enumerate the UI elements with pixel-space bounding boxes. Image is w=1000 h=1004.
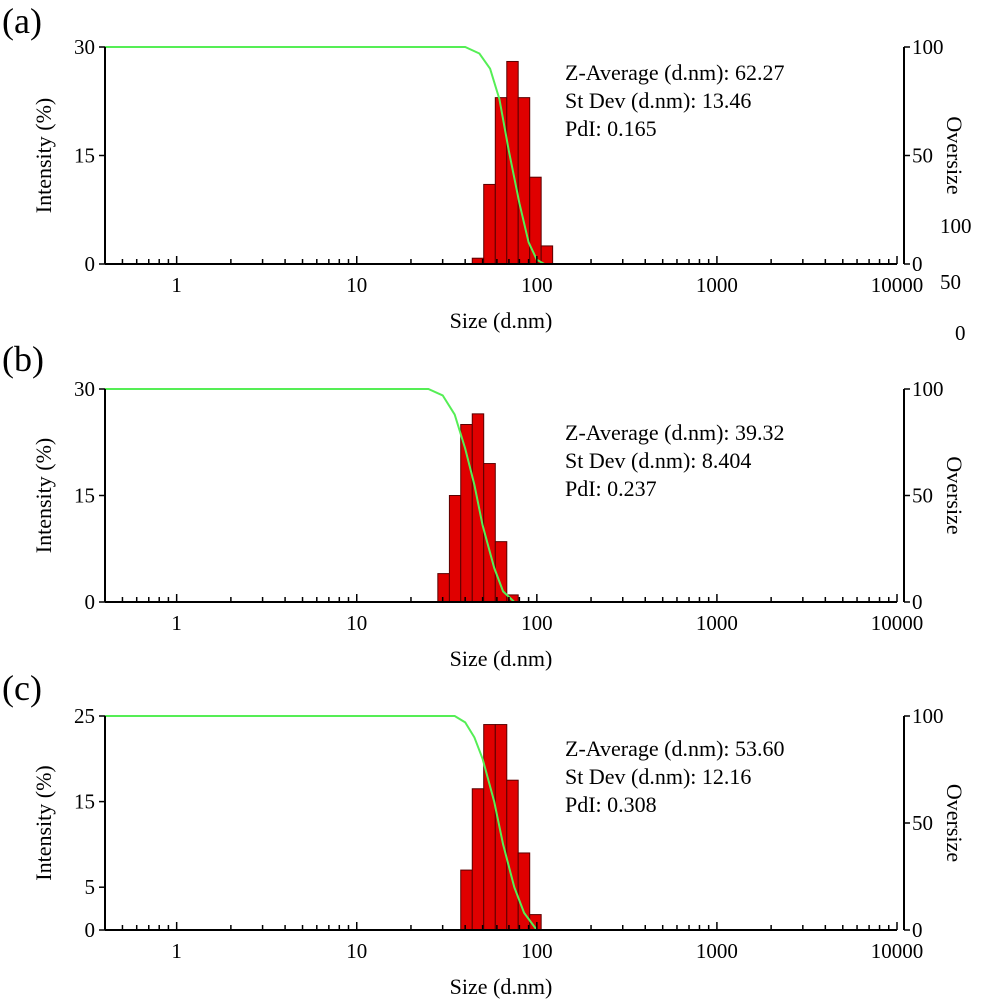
stats-line: St Dev (d.nm): 13.46 xyxy=(565,88,751,113)
x-tick-label: 10000 xyxy=(871,611,924,635)
y2-axis-title: Oversize xyxy=(942,116,967,194)
stats-line: PdI: 0.165 xyxy=(565,116,657,141)
stats-line: PdI: 0.308 xyxy=(565,792,657,817)
y-tick-label: 15 xyxy=(74,790,95,814)
y2-tick-label: 0 xyxy=(912,252,923,276)
oversize-curve xyxy=(105,46,897,265)
x-tick-label: 1000 xyxy=(696,273,738,297)
y-tick-label: 30 xyxy=(74,35,95,59)
histogram-bar xyxy=(506,60,519,265)
panel-label: (b) xyxy=(2,339,44,379)
stats-line: PdI: 0.237 xyxy=(565,476,657,501)
y2-tick-label: 100 xyxy=(912,704,944,728)
histogram-bar xyxy=(540,245,554,265)
histogram-bar xyxy=(506,779,519,931)
y2-axis-title: Oversize xyxy=(942,784,967,862)
y2-tick-label: 100 xyxy=(912,377,944,401)
y-tick-label: 15 xyxy=(74,144,95,168)
y2-tick-label: 0 xyxy=(912,590,923,614)
y-tick-label: 15 xyxy=(74,484,95,508)
panel-label: (c) xyxy=(2,668,42,708)
stats-line: Z-Average (d.nm): 62.27 xyxy=(565,60,785,85)
y2-tick-label: 100 xyxy=(912,35,944,59)
y-axis-title: Intensity (%) xyxy=(31,438,56,553)
x-tick-label: 1000 xyxy=(696,611,738,635)
x-tick-label: 10 xyxy=(346,939,367,963)
oversize-curve xyxy=(105,388,897,603)
x-tick-label: 1 xyxy=(171,611,182,635)
y2-tick-label: 0 xyxy=(912,918,923,942)
histogram-bar xyxy=(494,724,508,931)
y-axis-title: Intensity (%) xyxy=(31,98,56,213)
histogram-bar xyxy=(471,788,485,931)
y-tick-label: 30 xyxy=(74,377,95,401)
histogram-bar xyxy=(483,183,496,265)
oversize-curve xyxy=(105,715,897,931)
x-tick-label: 1000 xyxy=(696,939,738,963)
stray-label: 50 xyxy=(940,270,961,294)
y2-axis-title: Oversize xyxy=(942,456,967,534)
x-tick-label: 100 xyxy=(521,273,553,297)
x-axis-title: Size (d.nm) xyxy=(450,646,553,671)
x-tick-label: 10000 xyxy=(871,273,924,297)
x-axis-title: Size (d.nm) xyxy=(450,308,553,333)
y-tick-label: 25 xyxy=(74,704,95,728)
y-tick-label: 0 xyxy=(85,252,96,276)
x-axis-title: Size (d.nm) xyxy=(450,974,553,999)
histogram-bar xyxy=(437,573,450,603)
stats-line: Z-Average (d.nm): 53.60 xyxy=(565,736,785,761)
histogram-bar xyxy=(529,176,542,265)
chart-panel-c: (c)1 10 100 1000 10000051525050100Intensity … xyxy=(2,668,967,999)
x-tick-label: 10 xyxy=(346,611,367,635)
y-axis-title: Intensity (%) xyxy=(31,765,56,880)
x-tick-label: 10 xyxy=(346,273,367,297)
histogram-bar xyxy=(483,724,496,931)
y-tick-label: 5 xyxy=(85,875,96,899)
x-tick-label: 1 xyxy=(171,273,182,297)
histogram-bar xyxy=(448,495,462,603)
stray-label: 0 xyxy=(955,321,966,345)
histogram-bar xyxy=(494,97,508,265)
y2-tick-label: 50 xyxy=(912,811,933,835)
y-tick-label: 0 xyxy=(85,918,96,942)
stray-label: 100 xyxy=(940,214,972,238)
panel-label: (a) xyxy=(2,1,42,41)
x-tick-label: 100 xyxy=(521,611,553,635)
y-tick-label: 0 xyxy=(85,590,96,614)
histogram-bar xyxy=(471,413,485,603)
y2-tick-label: 50 xyxy=(912,484,933,508)
x-tick-label: 1 xyxy=(171,939,182,963)
y2-tick-label: 50 xyxy=(912,144,933,168)
histogram-bar xyxy=(460,869,473,931)
stats-line: Z-Average (d.nm): 39.32 xyxy=(565,420,785,445)
stats-line: St Dev (d.nm): 8.404 xyxy=(565,448,751,473)
x-tick-label: 100 xyxy=(521,939,553,963)
x-tick-label: 10000 xyxy=(871,939,924,963)
stats-line: St Dev (d.nm): 12.16 xyxy=(565,764,751,789)
